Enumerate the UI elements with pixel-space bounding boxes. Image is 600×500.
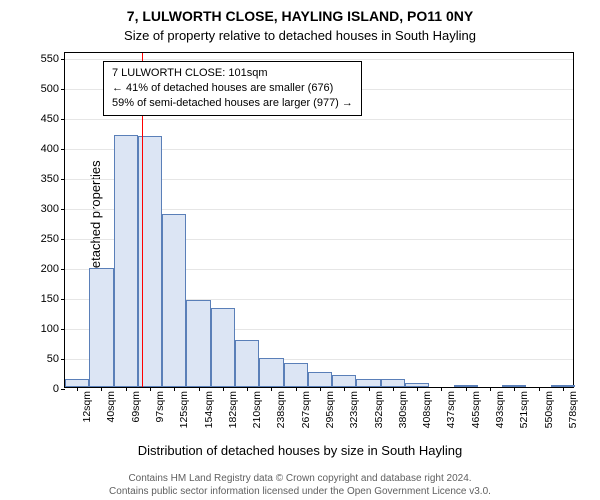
x-tick-label: 69sqm: [130, 391, 142, 423]
info-line-target: 7 LULWORTH CLOSE: 101sqm: [112, 66, 353, 81]
x-tick-mark: [490, 387, 491, 391]
bar: [284, 363, 308, 387]
x-tick-mark: [101, 387, 102, 391]
x-tick-label: 521sqm: [518, 391, 530, 428]
bar: [381, 379, 405, 387]
x-tick-label: 238sqm: [275, 391, 287, 428]
x-tick-label: 125sqm: [178, 391, 190, 428]
info-line-larger: 59% of semi-detached houses are larger (…: [112, 96, 353, 111]
plot-area: 05010015020025030035040045050055012sqm40…: [64, 52, 574, 388]
bar: [308, 372, 332, 387]
x-tick-mark: [150, 387, 151, 391]
x-tick-label: 12sqm: [81, 391, 93, 423]
x-tick-mark: [174, 387, 175, 391]
x-tick-mark: [441, 387, 442, 391]
x-tick-mark: [296, 387, 297, 391]
x-tick-mark: [539, 387, 540, 391]
bar: [259, 358, 283, 387]
y-tick-mark: [61, 149, 65, 150]
y-tick-mark: [61, 179, 65, 180]
x-tick-label: 267sqm: [300, 391, 312, 428]
x-tick-label: 578sqm: [567, 391, 579, 428]
bar: [235, 340, 259, 387]
y-tick-label: 400: [41, 143, 59, 155]
bar: [65, 379, 89, 387]
y-tick-mark: [61, 119, 65, 120]
bar: [211, 308, 235, 387]
y-tick-label: 300: [41, 203, 59, 215]
x-tick-label: 323sqm: [348, 391, 360, 428]
x-tick-mark: [563, 387, 564, 391]
x-tick-label: 465sqm: [470, 391, 482, 428]
x-tick-label: 550sqm: [543, 391, 555, 428]
chart-title-subtitle: Size of property relative to detached ho…: [0, 28, 600, 43]
y-tick-mark: [61, 329, 65, 330]
x-tick-mark: [417, 387, 418, 391]
y-tick-label: 450: [41, 113, 59, 125]
info-box: 7 LULWORTH CLOSE: 101sqm ← 41% of detach…: [103, 61, 362, 116]
x-tick-label: 380sqm: [397, 391, 409, 428]
footer-line-1: Contains HM Land Registry data © Crown c…: [0, 472, 600, 485]
x-tick-label: 182sqm: [227, 391, 239, 428]
y-tick-mark: [61, 269, 65, 270]
y-tick-label: 500: [41, 83, 59, 95]
y-tick-label: 0: [53, 383, 59, 395]
x-tick-mark: [126, 387, 127, 391]
info-line-smaller: ← 41% of detached houses are smaller (67…: [112, 81, 353, 96]
y-tick-mark: [61, 89, 65, 90]
y-tick-mark: [61, 239, 65, 240]
y-tick-mark: [61, 299, 65, 300]
x-axis-label: Distribution of detached houses by size …: [0, 443, 600, 458]
y-tick-label: 100: [41, 323, 59, 335]
bar: [356, 379, 380, 387]
x-tick-mark: [320, 387, 321, 391]
x-tick-label: 210sqm: [251, 391, 263, 428]
x-tick-mark: [271, 387, 272, 391]
x-tick-label: 493sqm: [494, 391, 506, 428]
x-tick-mark: [514, 387, 515, 391]
bar: [114, 135, 138, 387]
y-tick-mark: [61, 389, 65, 390]
x-tick-label: 295sqm: [324, 391, 336, 428]
y-tick-label: 250: [41, 233, 59, 245]
y-tick-label: 550: [41, 53, 59, 65]
chart-container: 7, LULWORTH CLOSE, HAYLING ISLAND, PO11 …: [0, 0, 600, 500]
x-tick-mark: [199, 387, 200, 391]
x-tick-mark: [393, 387, 394, 391]
x-tick-mark: [344, 387, 345, 391]
y-tick-mark: [61, 359, 65, 360]
x-tick-mark: [369, 387, 370, 391]
x-tick-mark: [77, 387, 78, 391]
y-tick-mark: [61, 59, 65, 60]
x-tick-label: 352sqm: [373, 391, 385, 428]
y-tick-label: 350: [41, 173, 59, 185]
x-tick-label: 40sqm: [105, 391, 117, 423]
x-tick-mark: [466, 387, 467, 391]
bar: [332, 375, 356, 387]
x-tick-mark: [223, 387, 224, 391]
x-tick-mark: [247, 387, 248, 391]
x-tick-label: 408sqm: [421, 391, 433, 428]
y-tick-label: 150: [41, 293, 59, 305]
bar: [89, 268, 113, 387]
bar: [186, 300, 210, 387]
bar: [162, 214, 186, 387]
y-tick-label: 200: [41, 263, 59, 275]
chart-footer: Contains HM Land Registry data © Crown c…: [0, 472, 600, 498]
x-tick-label: 154sqm: [203, 391, 215, 428]
x-tick-label: 437sqm: [445, 391, 457, 428]
x-tick-label: 97sqm: [154, 391, 166, 423]
chart-title-address: 7, LULWORTH CLOSE, HAYLING ISLAND, PO11 …: [0, 8, 600, 24]
y-tick-label: 50: [47, 353, 59, 365]
y-tick-mark: [61, 209, 65, 210]
footer-line-2: Contains public sector information licen…: [0, 485, 600, 498]
